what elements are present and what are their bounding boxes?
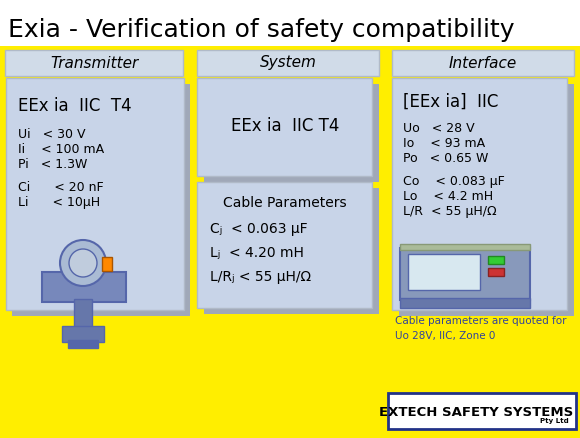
Text: [EEx ia]  IIC: [EEx ia] IIC [403,93,498,111]
FancyBboxPatch shape [68,340,98,348]
FancyBboxPatch shape [400,298,530,308]
Text: Po   < 0.65 W: Po < 0.65 W [403,152,488,165]
FancyBboxPatch shape [399,84,574,316]
FancyBboxPatch shape [488,256,504,264]
Circle shape [69,249,97,277]
FancyBboxPatch shape [42,272,126,302]
FancyBboxPatch shape [392,50,574,76]
FancyBboxPatch shape [408,254,480,290]
Text: Cable parameters are quoted for
Uo 28V, IIC, Zone 0: Cable parameters are quoted for Uo 28V, … [395,316,567,341]
FancyBboxPatch shape [12,84,190,316]
FancyBboxPatch shape [392,78,567,310]
Text: EEx ia  IIC  T4: EEx ia IIC T4 [18,97,132,115]
FancyBboxPatch shape [102,257,112,271]
Text: Cⱼ  < 0.063 μF: Cⱼ < 0.063 μF [210,222,307,236]
Circle shape [60,240,106,286]
FancyBboxPatch shape [400,248,530,300]
FancyBboxPatch shape [74,299,92,329]
FancyBboxPatch shape [197,182,372,308]
Text: Uo   < 28 V: Uo < 28 V [403,122,474,135]
FancyBboxPatch shape [197,50,379,76]
FancyBboxPatch shape [488,268,504,276]
Text: EXTECH SAFETY SYSTEMS: EXTECH SAFETY SYSTEMS [379,406,573,420]
Text: Cable Parameters: Cable Parameters [223,196,347,210]
Text: Io    < 93 mA: Io < 93 mA [403,137,485,150]
Text: L/R  < 55 μH/Ω: L/R < 55 μH/Ω [403,205,496,218]
FancyBboxPatch shape [5,50,183,76]
Text: Interface: Interface [449,56,517,71]
Text: System: System [260,56,317,71]
FancyBboxPatch shape [388,393,576,429]
Text: Ui   < 30 V: Ui < 30 V [18,128,85,141]
FancyBboxPatch shape [400,244,530,250]
FancyBboxPatch shape [6,78,184,310]
Text: EEx ia  IIC T4: EEx ia IIC T4 [231,117,339,135]
Text: Ci      < 20 nF: Ci < 20 nF [18,181,104,194]
Text: Lⱼ  < 4.20 mH: Lⱼ < 4.20 mH [210,246,304,260]
Text: Lo    < 4.2 mH: Lo < 4.2 mH [403,190,493,203]
Text: Co    < 0.083 μF: Co < 0.083 μF [403,175,505,188]
Text: L/Rⱼ < 55 μH/Ω: L/Rⱼ < 55 μH/Ω [210,270,311,284]
FancyBboxPatch shape [204,84,379,182]
FancyBboxPatch shape [197,78,372,176]
Text: Li      < 10μH: Li < 10μH [18,196,100,209]
FancyBboxPatch shape [0,0,580,46]
FancyBboxPatch shape [204,188,379,314]
Text: Transmitter: Transmitter [50,56,138,71]
Text: Ii    < 100 mA: Ii < 100 mA [18,143,104,156]
FancyBboxPatch shape [62,326,104,342]
Text: Pi   < 1.3W: Pi < 1.3W [18,158,88,171]
Text: Pty Ltd: Pty Ltd [539,418,568,424]
Text: Exia - Verification of safety compatibility: Exia - Verification of safety compatibil… [8,18,514,42]
